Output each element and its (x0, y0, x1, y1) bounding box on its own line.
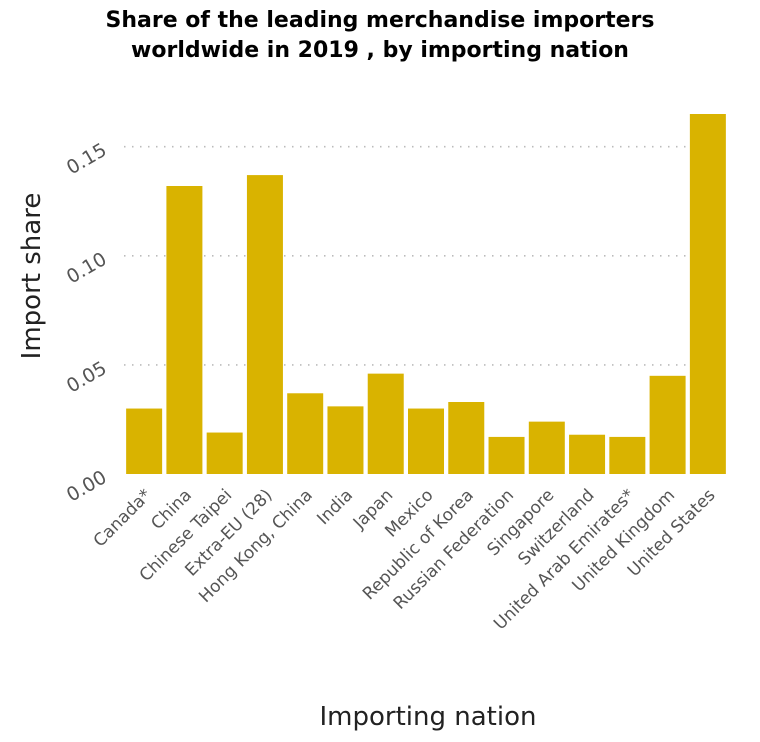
y-axis-label: Import share (17, 193, 47, 360)
chart-title-line-2: worldwide in 2019 , by importing nation (131, 38, 629, 63)
y-tick-label: 0.05 (63, 357, 111, 397)
y-tick-label: 0.00 (63, 466, 111, 506)
bar (569, 434, 606, 474)
bar (327, 406, 364, 474)
bar (367, 373, 404, 474)
y-tick-labels: 0.00 0.05 0.10 0.15 (63, 139, 111, 506)
bar (448, 402, 485, 474)
y-tick-label: 0.15 (63, 139, 111, 179)
chart-title: Share of the leading merchandise importe… (0, 6, 760, 66)
y-tick-label: 0.10 (63, 248, 111, 288)
bar (166, 186, 203, 474)
bar (246, 175, 283, 474)
bar (408, 408, 444, 474)
x-tick-label: Canada* (90, 485, 156, 551)
gridlines (124, 145, 728, 366)
x-tick-label: India (313, 485, 357, 529)
bar (609, 436, 646, 474)
chart-title-line-1: Share of the leading merchandise importe… (105, 8, 655, 33)
bar (488, 436, 525, 474)
bars (126, 114, 726, 474)
bar (528, 421, 565, 474)
bar (287, 393, 324, 474)
bar (206, 432, 243, 474)
bar (689, 114, 726, 474)
bar (649, 375, 686, 474)
bar (126, 408, 163, 474)
x-axis-label: Importing nation (320, 702, 537, 732)
